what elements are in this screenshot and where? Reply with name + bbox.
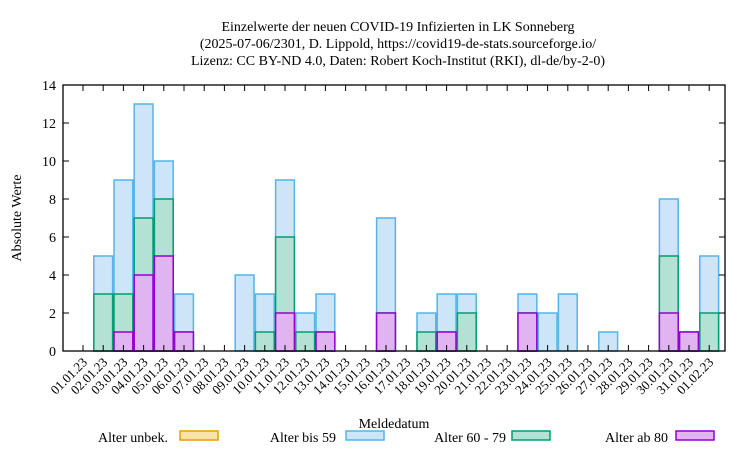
legend-swatch-alter-60-79: [511, 430, 551, 441]
x-axis-label: Meldedatum: [359, 417, 430, 432]
bar-alter-ab-80-04.01.23: [133, 274, 154, 352]
y-tick-label: 12: [42, 117, 56, 132]
legend-label-alter-bis-59: Alter bis 59: [270, 431, 336, 446]
y-tick-label: 6: [49, 231, 56, 246]
legend-label-alter-ab-80: Alter ab 80: [605, 431, 668, 446]
plot-frame: [62, 84, 726, 352]
bar-alter-bis-59-25.01.23: [557, 293, 578, 352]
y-tick-label: 14: [42, 79, 56, 94]
y-tick-label: 0: [49, 345, 56, 360]
y-tick-label: 10: [42, 155, 56, 170]
chart-title-line-1: Einzelwerte der neuen COVID-19 Infiziert…: [221, 20, 574, 35]
chart-title-line-3: Lizenz: CC BY-ND 4.0, Daten: Robert Koch…: [191, 54, 605, 69]
legend-swatch-alter-unbek-: [179, 430, 219, 441]
bar-alter-bis-59-09.01.23: [234, 274, 255, 352]
y-tick-label: 4: [49, 269, 56, 284]
legend-swatch-alter-bis-59: [345, 430, 385, 441]
bar-alter-60-79-02.01.23: [93, 293, 114, 352]
y-tick-label: 8: [49, 193, 56, 208]
legend-label-alter-60-79: Alter 60 - 79: [434, 431, 506, 446]
bar-alter-ab-80-05.01.23: [153, 255, 174, 352]
legend-label-alter-unbek-: Alter unbek.: [98, 431, 168, 446]
y-tick-label: 2: [49, 307, 56, 322]
y-axis-label: Absolute Werte: [10, 175, 25, 262]
chart-title-line-2: (2025-07-06/2301, D. Lippold, https://co…: [200, 37, 596, 52]
legend-swatch-alter-ab-80: [675, 430, 715, 441]
